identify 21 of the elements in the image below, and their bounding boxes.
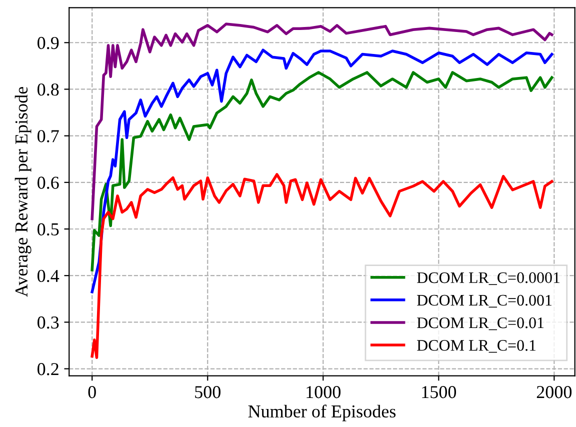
x-tick-label: 0: [88, 386, 96, 398]
line-series: [90, 22, 554, 220]
y-tick-label: 0.2: [38, 363, 58, 376]
x-tick-label: 2000: [536, 386, 572, 398]
y-tick-label: 0.5: [38, 223, 59, 236]
y-tick-label: 0.7: [38, 130, 59, 142]
legend-label: DCOM LR_C=0.0001: [417, 272, 560, 285]
legend-label: DCOM LR_C=0.01: [417, 317, 544, 330]
x-tick-label: 1500: [422, 386, 456, 398]
legend-label: DCOM LR_C=0.001: [417, 294, 552, 308]
x-axis-title: Number of Episodes: [248, 404, 396, 422]
y-tick-label: 0.3: [38, 316, 59, 329]
y-tick-label: 0.9: [38, 36, 59, 50]
y-axis-title: Average Reward per Episode: [14, 86, 32, 297]
line-series: [90, 71, 554, 272]
y-tick-label: 0.6: [38, 176, 59, 189]
y-tick-label: 0.8: [38, 83, 59, 96]
x-tick-label: 500: [195, 386, 220, 398]
x-tick-label: 1000: [306, 386, 341, 398]
legend-label: DCOM LR_C=0.1: [417, 340, 536, 353]
y-tick-label: 0.4: [38, 270, 60, 282]
